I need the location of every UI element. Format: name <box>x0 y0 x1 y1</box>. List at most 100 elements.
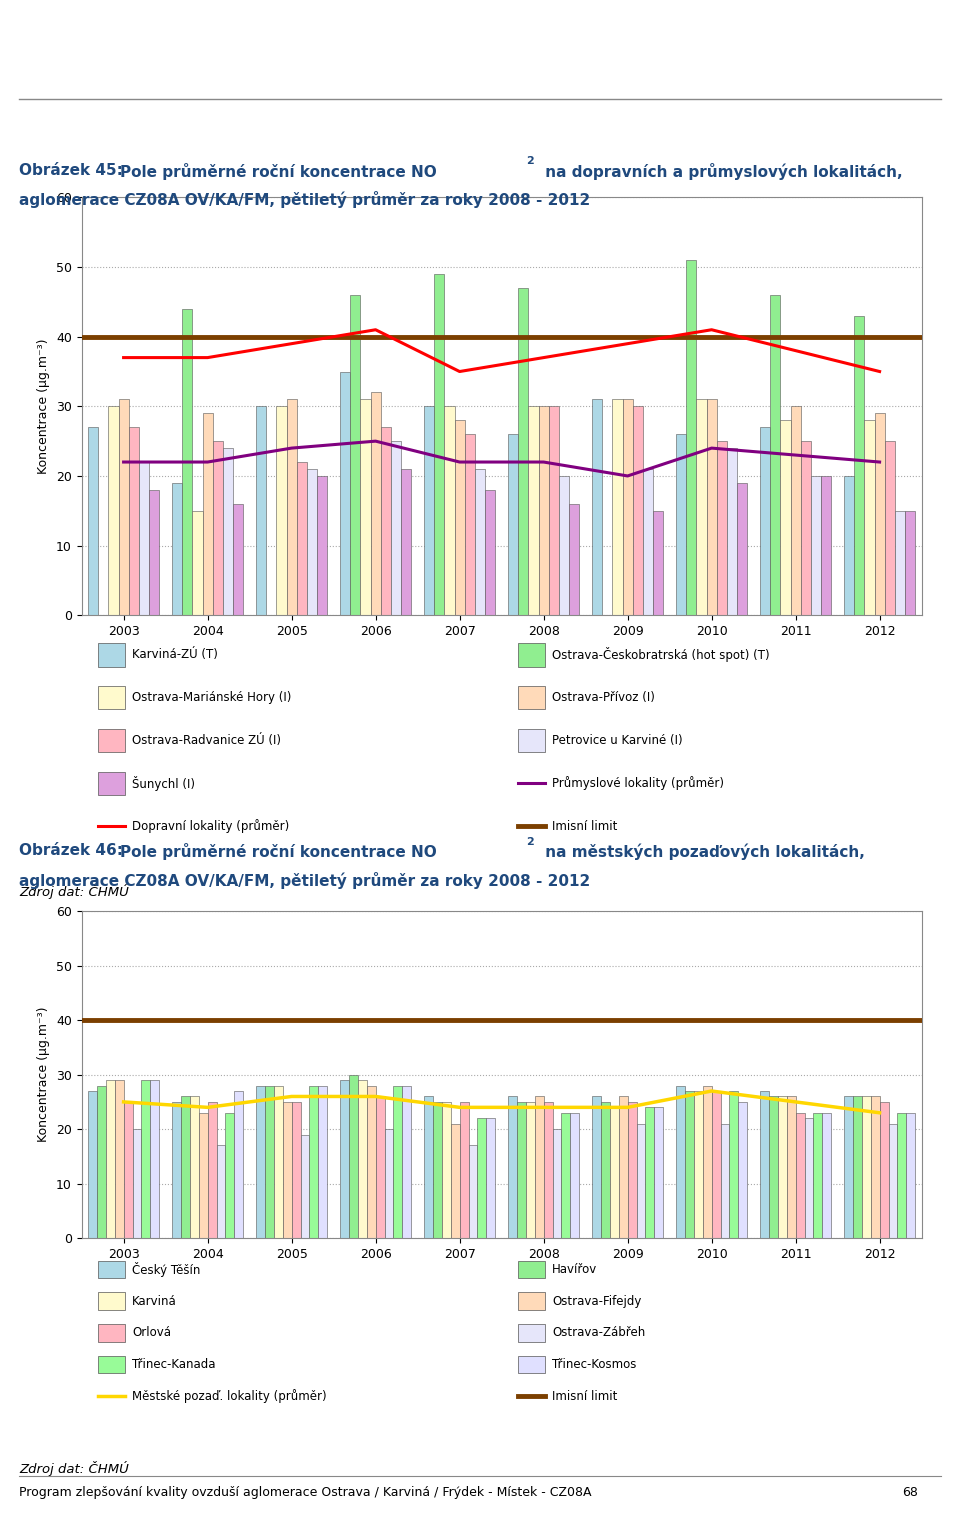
Bar <box>906 1113 915 1238</box>
Bar <box>889 1124 898 1238</box>
Bar <box>385 1129 394 1238</box>
Bar <box>367 1086 375 1238</box>
Bar <box>684 1091 694 1238</box>
Bar <box>717 441 727 615</box>
Bar <box>862 1097 871 1238</box>
Bar <box>401 469 411 615</box>
Bar <box>569 504 579 615</box>
Bar <box>88 1091 97 1238</box>
Bar <box>114 1080 124 1238</box>
Bar <box>780 421 790 615</box>
Bar <box>601 1101 610 1238</box>
Bar <box>778 1097 786 1238</box>
Text: Ostrava-Fifejdy: Ostrava-Fifejdy <box>552 1294 641 1308</box>
Bar <box>823 1113 831 1238</box>
Text: Orlová: Orlová <box>132 1326 171 1340</box>
Bar <box>562 1113 570 1238</box>
Bar <box>309 1086 319 1238</box>
Bar <box>592 1097 601 1238</box>
Bar <box>182 308 192 615</box>
Bar <box>875 413 885 615</box>
Bar <box>282 1101 292 1238</box>
Bar <box>535 1097 543 1238</box>
Bar <box>844 1097 852 1238</box>
Bar <box>721 1124 730 1238</box>
Text: 68: 68 <box>902 1486 919 1499</box>
Bar <box>468 1145 477 1238</box>
Bar <box>643 469 653 615</box>
Bar <box>99 772 125 794</box>
Bar <box>207 1101 217 1238</box>
Bar <box>528 407 539 615</box>
Bar <box>203 413 213 615</box>
Text: Zdroj dat: ČHMÚ: Zdroj dat: ČHMÚ <box>19 884 129 899</box>
Bar <box>348 1075 358 1238</box>
Text: aglomerace CZ08A OV/KA/FM, pětiletý průměr za roky 2008 - 2012: aglomerace CZ08A OV/KA/FM, pětiletý prům… <box>19 191 590 208</box>
Bar <box>811 475 821 615</box>
Bar <box>223 448 233 615</box>
Bar <box>518 1325 545 1341</box>
Bar <box>526 1101 535 1238</box>
Bar <box>508 1097 516 1238</box>
Bar <box>813 1113 823 1238</box>
Bar <box>518 1356 545 1373</box>
Bar <box>895 510 905 615</box>
Text: Ostrava-Mariánské Hory (I): Ostrava-Mariánské Hory (I) <box>132 691 292 705</box>
Text: Imisní limit: Imisní limit <box>552 820 617 832</box>
Bar <box>655 1107 663 1238</box>
Bar <box>871 1097 879 1238</box>
Text: na městských pozaďových lokalitách,: na městských pozaďových lokalitách, <box>540 843 864 860</box>
Bar <box>300 1135 309 1238</box>
Bar <box>118 399 129 615</box>
Bar <box>402 1086 411 1238</box>
Bar <box>645 1107 655 1238</box>
Bar <box>292 1101 300 1238</box>
Bar <box>99 1261 125 1277</box>
Bar <box>592 399 602 615</box>
Text: Městské pozaď. lokality (průměr): Městské pozaď. lokality (průměr) <box>132 1390 326 1404</box>
Text: Petrovice u Karviné (I): Petrovice u Karviné (I) <box>552 734 683 747</box>
Bar <box>360 399 371 615</box>
Bar <box>444 407 454 615</box>
Bar <box>905 510 915 615</box>
Bar <box>804 1118 813 1238</box>
Bar <box>879 1101 889 1238</box>
Bar <box>274 1086 282 1238</box>
Text: Ostrava-Radvanice ZÚ (I): Ostrava-Radvanice ZÚ (I) <box>132 734 281 747</box>
Bar <box>864 421 875 615</box>
Bar <box>256 407 266 615</box>
Bar <box>612 399 622 615</box>
Text: Obrázek 45:: Obrázek 45: <box>19 163 123 178</box>
Bar <box>686 260 696 615</box>
Bar <box>485 491 495 615</box>
Bar <box>460 1101 468 1238</box>
Bar <box>358 1080 367 1238</box>
Bar <box>570 1113 579 1238</box>
Bar <box>801 441 811 615</box>
Text: Průmyslové lokality (průměr): Průmyslové lokality (průměr) <box>552 776 724 790</box>
Bar <box>99 687 125 709</box>
Bar <box>707 399 717 615</box>
Text: Imisní limit: Imisní limit <box>552 1390 617 1404</box>
Bar <box>821 475 831 615</box>
Bar <box>340 372 350 615</box>
Bar <box>465 434 475 615</box>
Bar <box>265 1086 274 1238</box>
Bar <box>790 407 801 615</box>
Bar <box>738 1101 747 1238</box>
Text: Ostrava-Zábřeh: Ostrava-Zábřeh <box>552 1326 645 1340</box>
Bar <box>549 407 559 615</box>
Bar <box>553 1129 562 1238</box>
Bar <box>727 448 737 615</box>
Bar <box>233 504 243 615</box>
Bar <box>97 1086 106 1238</box>
Bar <box>190 1097 199 1238</box>
Text: Pole průměrné roční koncentrace NO: Pole průměrné roční koncentrace NO <box>120 843 437 860</box>
Bar <box>213 441 223 615</box>
Bar <box>730 1091 738 1238</box>
Text: Šunychl (I): Šunychl (I) <box>132 776 195 791</box>
Bar <box>508 434 518 615</box>
Bar <box>786 1097 796 1238</box>
Bar <box>852 1097 862 1238</box>
Bar <box>760 1091 769 1238</box>
